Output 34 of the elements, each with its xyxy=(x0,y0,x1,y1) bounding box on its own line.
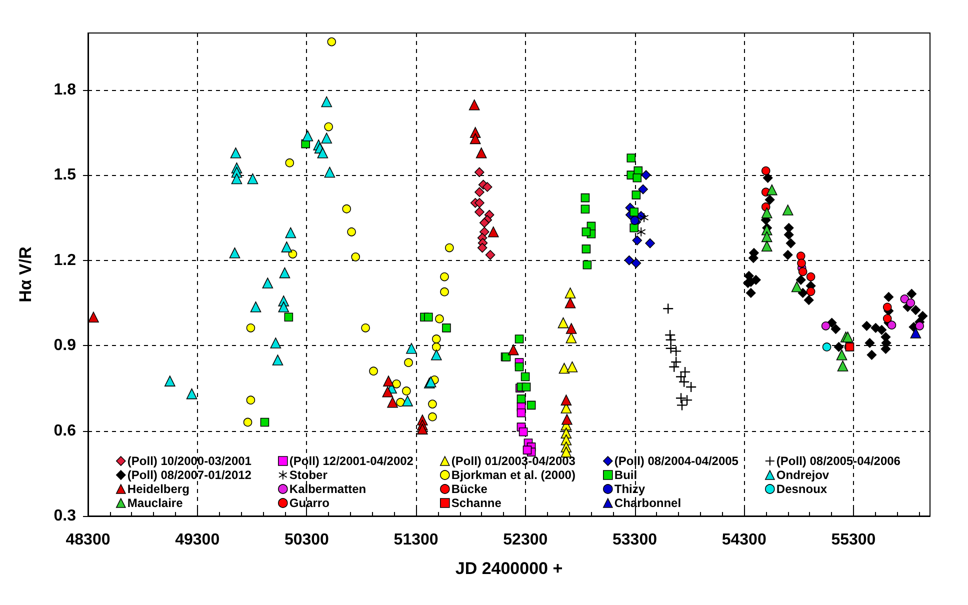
x-axis-title: JD 2400000 + xyxy=(455,559,563,578)
x-tick-label: 55300 xyxy=(831,532,876,548)
legend-label: Stober xyxy=(289,468,328,482)
legend-label: Ondrejov xyxy=(776,468,830,482)
legend-label: (Poll) 08/2004-04/2005 xyxy=(614,454,739,468)
legend-label: (Poll) 10/2000-03/2001 xyxy=(127,454,252,468)
x-tick-label: 48300 xyxy=(66,532,110,548)
legend-label: Thizy xyxy=(614,482,646,496)
x-tick-label: 54300 xyxy=(722,532,766,548)
legend-label: (Poll) 01/2003-04/2003 xyxy=(451,454,576,468)
legend-label: (Poll) 12/2001-04/2002 xyxy=(289,454,414,468)
legend-label: Buil xyxy=(614,468,638,482)
y-tick-label: 1.5 xyxy=(54,166,76,184)
x-tick-label: 52300 xyxy=(503,532,548,548)
y-tick-label: 0.6 xyxy=(54,422,76,440)
y-tick-label: 0.9 xyxy=(54,337,76,354)
y-axis-title: Hα V/R xyxy=(16,246,35,302)
legend-label: (Poll) 08/2005-04/2006 xyxy=(776,454,901,468)
legend-label: Schanne xyxy=(451,496,502,510)
legend-label: Mauclaire xyxy=(127,496,184,510)
x-tick-label: 50300 xyxy=(284,532,330,548)
legend-label: Charbonnel xyxy=(614,496,682,510)
x-tick-label: 51300 xyxy=(394,532,438,548)
y-tick-label: 0.3 xyxy=(54,508,76,524)
legend-label: Guarro xyxy=(289,496,330,510)
x-tick-label: 53300 xyxy=(612,532,658,548)
y-tick-label: 1.2 xyxy=(54,252,76,269)
legend-label: Bücke xyxy=(451,482,488,496)
legend-label: (Poll) 08/2007-01/2012 xyxy=(127,468,252,482)
legend-label: Heidelberg xyxy=(127,482,190,496)
legend-label: Kalbermatten xyxy=(289,482,366,496)
y-tick-label: 1.8 xyxy=(54,81,76,98)
x-tick-label: 49300 xyxy=(175,532,220,548)
legend-label: Desnoux xyxy=(776,482,828,496)
